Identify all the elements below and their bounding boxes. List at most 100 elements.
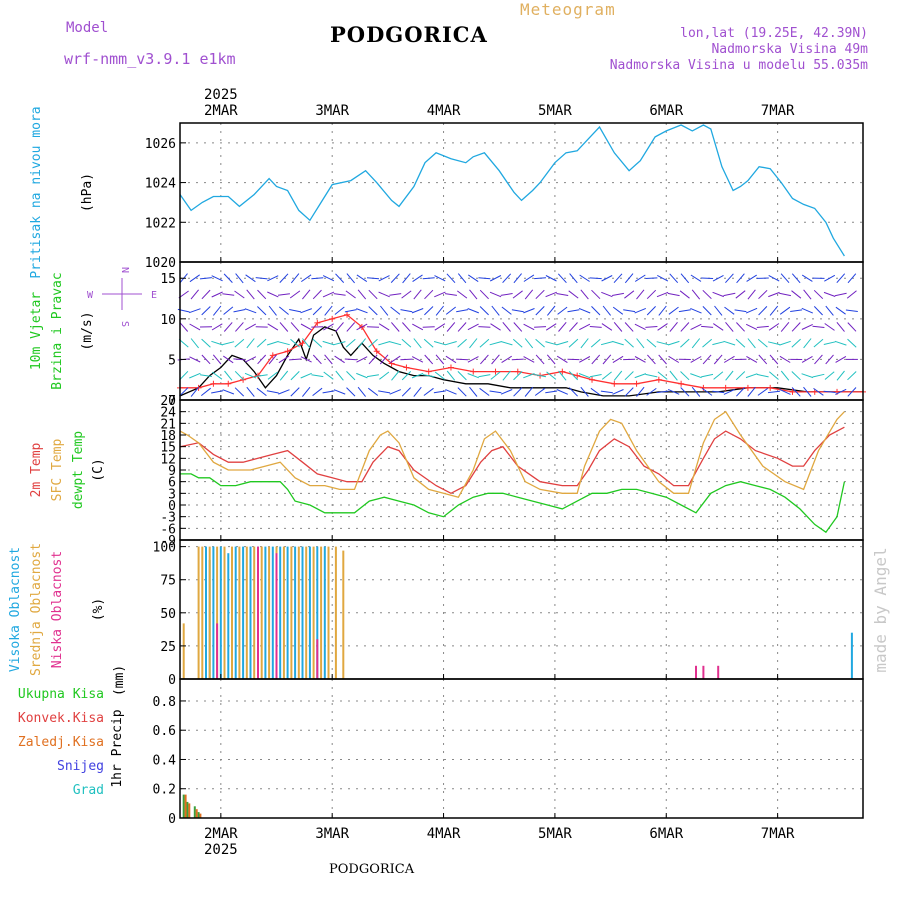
day-label-bottom: 6MAR	[649, 826, 683, 842]
wind-barb	[312, 289, 322, 300]
wind-barb	[725, 370, 734, 381]
wind-barb	[223, 306, 234, 315]
wind-barb	[423, 338, 434, 348]
wind-barb	[334, 306, 345, 315]
axis-unit: (mm)	[112, 665, 127, 696]
wind-barb	[524, 289, 534, 300]
wind-barb	[612, 306, 624, 315]
tick-label: 0	[168, 394, 176, 409]
wind-barb	[411, 356, 424, 363]
wind-barb	[378, 390, 391, 394]
chart-labels: 202520252MAR2MAR3MAR3MAR4MAR4MAR5MAR5MAR…	[8, 87, 890, 858]
wind-barb	[490, 371, 501, 380]
wind-barb	[300, 356, 312, 363]
wind-barb	[255, 277, 268, 280]
tick-label: 1020	[145, 256, 176, 271]
bar	[327, 546, 330, 679]
wind-barb	[758, 289, 768, 300]
wind-gust-marker	[225, 380, 232, 387]
bar	[282, 546, 285, 679]
wind-barb	[435, 354, 445, 365]
wind-barb	[322, 340, 335, 346]
wind-barb	[469, 289, 478, 300]
wind-barb	[290, 387, 300, 397]
wind-barb	[478, 374, 491, 378]
bar	[316, 546, 319, 679]
series-line	[179, 426, 845, 495]
wind-barb	[612, 355, 624, 364]
wind-barb	[335, 370, 344, 381]
wind-barb	[669, 273, 679, 284]
wind-barb	[491, 305, 500, 316]
wind-barb	[702, 354, 712, 365]
wind-barb	[357, 338, 366, 349]
wind-barb	[244, 308, 257, 314]
wind-barb	[556, 341, 569, 346]
wind-barb	[801, 373, 814, 379]
bar	[216, 623, 219, 679]
wind-barb	[390, 306, 401, 315]
axis-title: Srednja Oblacnost	[29, 543, 44, 676]
wind-barb	[257, 354, 267, 365]
wind-barb	[323, 323, 334, 331]
wind-barb	[712, 341, 725, 346]
city-title: PODGORICA	[330, 22, 488, 47]
wind-barb	[445, 355, 457, 364]
wind-barb	[513, 322, 523, 332]
wind-gust-marker	[722, 384, 729, 391]
wind-barb	[368, 289, 378, 300]
bar	[275, 553, 278, 679]
panel-frame	[179, 539, 864, 680]
wind-barb	[714, 305, 723, 316]
wind-barb	[769, 354, 779, 365]
wind-barb	[823, 341, 836, 345]
wind-barb	[222, 341, 235, 346]
wind-barb	[768, 371, 779, 380]
wind-barb	[211, 390, 224, 394]
wind-barb	[190, 289, 199, 300]
wind-barb	[636, 386, 645, 397]
bar	[268, 546, 271, 679]
wind-gust-marker	[403, 364, 410, 371]
wind-barb	[278, 306, 289, 315]
wind-barb	[568, 387, 578, 397]
wind-barb	[624, 387, 634, 397]
wind-barb	[389, 341, 402, 346]
wind-barb	[467, 308, 479, 314]
wind-barb	[702, 338, 713, 348]
wind-barb	[278, 355, 290, 364]
tick-label: 0.2	[153, 783, 176, 798]
elevation-label: Nadmorska Visina 49m	[711, 42, 868, 57]
wind-barb	[547, 305, 556, 316]
wind-barb	[479, 289, 489, 300]
tick-label: 5	[168, 353, 176, 368]
wind-barb	[322, 390, 335, 394]
bar	[312, 546, 315, 679]
wind-barb	[524, 386, 534, 397]
wind-barb	[579, 323, 591, 331]
wind-barb	[277, 341, 290, 346]
wind-barb	[189, 372, 201, 379]
wind-barb	[569, 322, 578, 332]
wind-barb	[300, 323, 312, 331]
wind-barb	[401, 387, 411, 397]
day-label-bottom: 3MAR	[315, 826, 349, 842]
wind-barb	[723, 388, 736, 395]
wind-barb	[368, 306, 378, 316]
wind-barb	[846, 290, 857, 299]
wind-gust-marker	[210, 380, 217, 387]
day-label-bottom: 2MAR	[204, 826, 238, 842]
wind-barb	[578, 373, 591, 379]
wind-barb	[211, 340, 223, 346]
wind-barb	[567, 309, 580, 313]
wind-barb	[667, 292, 680, 297]
wind-barb	[834, 292, 847, 297]
wind-barb	[523, 356, 535, 363]
wind-barb	[836, 370, 845, 381]
wind-barb	[691, 338, 701, 349]
wind-barb	[589, 326, 602, 328]
chart-marks	[177, 124, 866, 818]
wind-barb	[669, 321, 678, 332]
wind-barb	[469, 386, 478, 397]
axis-title: 2m Temp	[29, 442, 44, 497]
